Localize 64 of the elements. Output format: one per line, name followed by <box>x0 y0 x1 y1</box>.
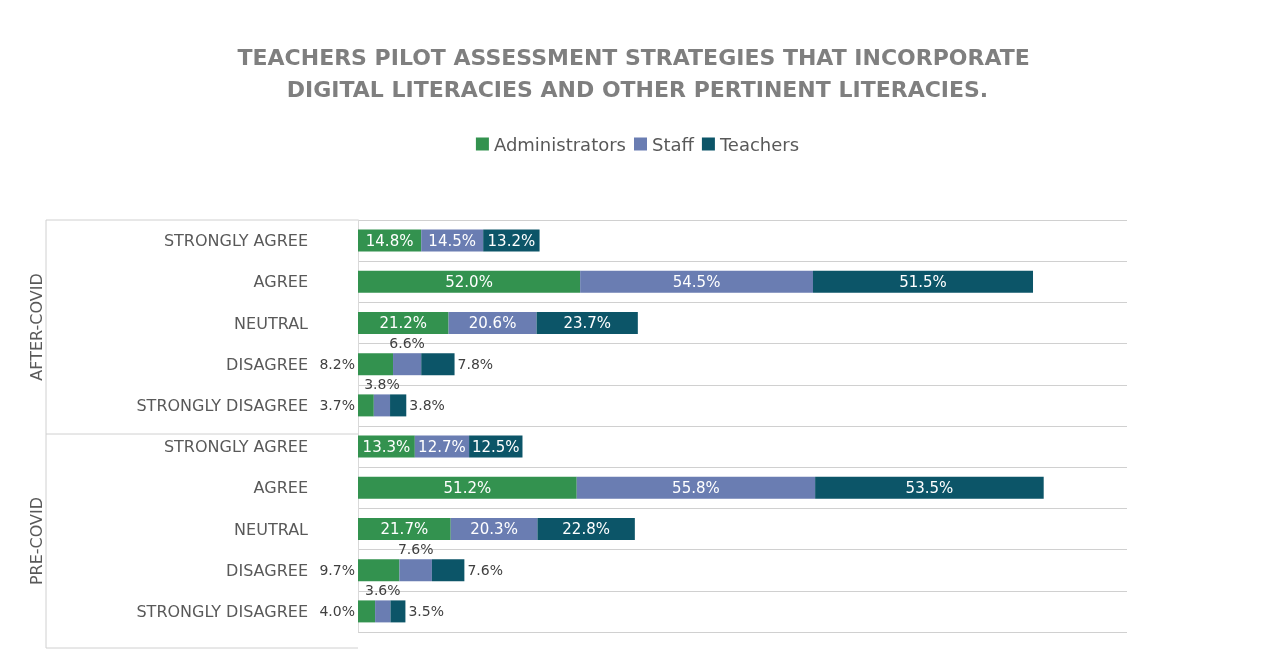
data-label: 3.8% <box>364 376 400 393</box>
data-label: 21.2% <box>379 314 428 332</box>
data-label: 52.0% <box>445 272 493 291</box>
bar <box>399 559 432 582</box>
bar <box>358 394 374 417</box>
bar <box>812 270 1034 293</box>
data-label: 54.5% <box>672 272 721 291</box>
bar <box>580 270 813 293</box>
y-tick-label: NEUTRAL <box>234 519 309 539</box>
bar <box>358 600 376 623</box>
y-tick-label: STRONGLY DISAGREE <box>136 601 308 621</box>
bar <box>358 476 577 499</box>
bar <box>358 353 394 376</box>
chart-title: TEACHERS PILOT ASSESSMENT STRATEGIES THAT INCORPORATE DIGITAL LITERACIES AND OTHER PERTINENT LITERACIES. <box>237 44 1038 102</box>
data-label: 14.8% <box>365 231 414 250</box>
bar <box>431 559 465 582</box>
bar <box>393 353 422 376</box>
legend-label: Staff <box>651 133 695 155</box>
bar <box>390 394 407 417</box>
y-tick-label: AGREE <box>253 478 308 498</box>
legend-label: Teachers <box>718 133 800 155</box>
bar <box>421 353 455 376</box>
data-label: 4.0% <box>319 603 355 620</box>
bar <box>358 270 581 293</box>
y-tick-label: DISAGREE <box>226 560 308 580</box>
data-label: 20.3% <box>470 520 518 538</box>
data-label: 13.3% <box>362 437 411 456</box>
data-label: 51.2% <box>443 478 492 497</box>
y-tick-label: NEUTRAL <box>234 313 309 333</box>
data-label: 7.6% <box>467 562 503 579</box>
data-label: 12.5% <box>471 437 520 456</box>
data-label: 13.2% <box>487 231 536 250</box>
text: AFTER-COVID <box>26 273 46 381</box>
data-label: 9.7% <box>319 562 355 579</box>
data-label: 23.7% <box>563 314 612 332</box>
y-tick-label: DISAGREE <box>226 354 308 374</box>
data-label: 12.7% <box>418 437 466 456</box>
data-label: 55.8% <box>672 478 720 497</box>
data-label: 3.5% <box>408 603 444 620</box>
legend-label: Administrators <box>493 133 626 155</box>
data-label: 3.6% <box>364 582 401 599</box>
data-label: 20.6% <box>468 314 517 332</box>
data-label: 3.7% <box>319 397 355 414</box>
data-label: 8.2% <box>319 356 355 373</box>
data-label: 3.8% <box>409 397 445 414</box>
data-label: 7.8% <box>457 356 494 373</box>
y-tick-label: STRONGLY AGREE <box>163 437 308 457</box>
data-label: 21.7% <box>380 520 429 538</box>
bar <box>815 476 1044 499</box>
bar <box>375 600 391 623</box>
bar <box>576 476 816 499</box>
y-tick-label: AGREE <box>253 272 308 292</box>
data-label: 7.6% <box>397 541 434 558</box>
data-label: 22.8% <box>562 520 610 538</box>
text: PRE-COVID <box>26 496 46 586</box>
data-label: 14.5% <box>428 231 477 250</box>
y-tick-label: STRONGLY AGREE <box>163 231 308 251</box>
bar <box>390 600 406 623</box>
data-label: 53.5% <box>905 478 954 497</box>
data-label: 6.6% <box>389 335 425 352</box>
bar <box>373 394 391 417</box>
y-tick-label: STRONGLY DISAGREE <box>136 395 308 415</box>
bar <box>358 559 400 582</box>
data-label: 51.5% <box>899 272 947 291</box>
